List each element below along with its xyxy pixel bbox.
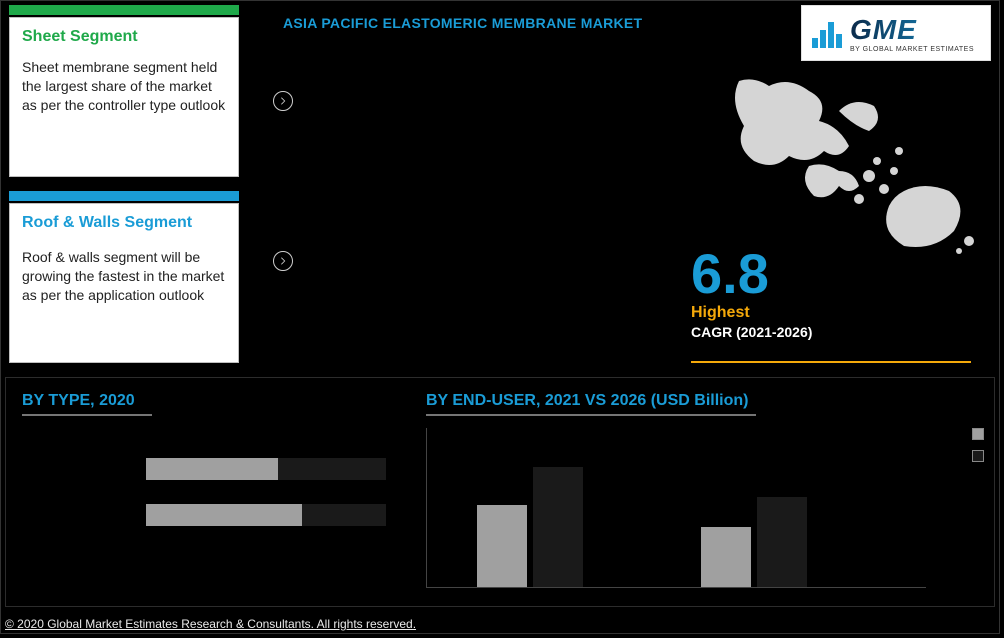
bar-group [477,467,597,587]
page-title: ASIA PACIFIC ELASTOMERIC MEMBRANE MARKET [283,15,642,31]
segment-card-roof: Roof & Walls Segment Roof & walls segmen… [9,203,239,363]
bar-chart-icon [810,16,844,50]
by-type-chart [146,458,386,550]
by-enduser-title: BY END-USER, 2021 VS 2026 (USD Billion) [426,392,748,410]
lower-panel: BY TYPE, 2020 BY END-USER, 2021 VS 2026 … [5,377,995,607]
bar [477,505,527,588]
legend-swatch [972,450,984,462]
by-type-title: BY TYPE, 2020 [22,392,135,410]
by-enduser-underline [426,414,756,416]
bar [701,527,751,587]
segment-title-roof: Roof & Walls Segment [22,214,226,232]
hbar-segment [146,458,278,480]
chart-legend [972,428,984,462]
segment-card-sheet: Sheet Segment Sheet membrane segment hel… [9,17,239,177]
segment-title-sheet: Sheet Segment [22,28,226,46]
brand-tagline: BY GLOBAL MARKET ESTIMATES [850,46,974,53]
legend-swatch [972,428,984,440]
segment-body-sheet: Sheet membrane segment held the largest … [22,58,226,115]
bar [533,467,583,587]
cagr-period-label: CAGR (2021-2026) [691,324,812,340]
chevron-right-icon [273,251,293,271]
accent-bar-green [9,5,239,15]
chevron-right-icon [273,91,293,111]
brand-logo: GME BY GLOBAL MARKET ESTIMATES [801,5,991,61]
segment-body-roof: Roof & walls segment will be growing the… [22,248,226,305]
hbar-row [146,458,386,480]
cagr-highest-label: Highest [691,304,812,322]
brand-name: GME [850,14,974,46]
hbar-segment [146,504,302,526]
bar-group [701,497,821,587]
asia-pacific-map-icon [719,71,979,261]
hbar-segment [302,504,386,526]
by-type-underline [22,414,152,416]
cagr-value: 6.8 [691,241,812,306]
cagr-underline [691,361,971,363]
hbar-segment [278,458,386,480]
hbar-row [146,504,386,526]
bar [757,497,807,587]
by-enduser-chart [426,428,926,588]
accent-bar-blue [9,191,239,201]
infographic-root: Sheet Segment Sheet membrane segment hel… [0,0,1000,634]
cagr-block: 6.8 Highest CAGR (2021-2026) [691,241,812,340]
copyright-footer: © 2020 Global Market Estimates Research … [5,617,416,631]
